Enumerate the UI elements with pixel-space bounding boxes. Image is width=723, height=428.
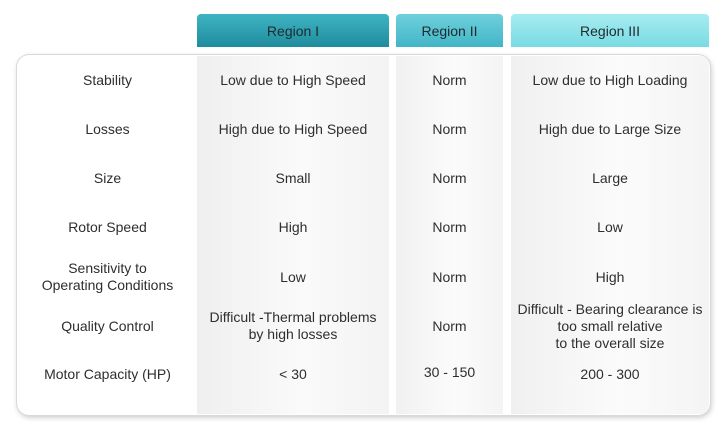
cell-text-line: Quality Control — [61, 317, 154, 334]
cell-text-line: High due to High Speed — [218, 120, 368, 137]
cell-text-line: too small relative — [557, 317, 663, 334]
cell-text-line: Difficult - Bearing clearance is — [517, 300, 703, 317]
row-label: Motor Capacity (HP) — [20, 351, 195, 397]
cell-text-line: Norm — [432, 169, 467, 186]
row-label: Quality Control — [20, 303, 195, 349]
region-2-cell: Norm — [396, 57, 503, 103]
cell-text-line: Norm — [432, 120, 467, 137]
region-2-cell: Norm — [396, 303, 503, 349]
region-1-cell: Low — [197, 254, 389, 300]
cell-text-line: Small — [275, 169, 311, 186]
region-1-column — [197, 56, 389, 414]
cell-text-line: Difficult -Thermal problems — [209, 309, 377, 325]
region-3-cell: Low — [511, 204, 709, 250]
region-3-cell: Difficult - Bearing clearance is too smal… — [511, 300, 709, 351]
cell-text-line: Norm — [432, 317, 467, 334]
region-1-cell: Difficult -Thermal problems by high losse… — [197, 303, 389, 349]
cell-text-line: by high losses — [248, 326, 338, 342]
region-1-cell: High — [197, 204, 389, 250]
cell-text-line: Low — [280, 268, 306, 285]
cell-text-line: Large — [592, 169, 628, 186]
cell-text-line: High — [595, 268, 625, 285]
row-label: Sensitivity to Operating Conditions — [20, 254, 195, 300]
region-3-cell: High — [511, 254, 709, 300]
cell-text-line: to the overall size — [555, 334, 665, 351]
region-3-cell: 200 - 300 — [511, 351, 709, 397]
cell-text-line: High — [278, 218, 308, 235]
cell-text-line: High due to Large Size — [538, 120, 682, 137]
region-2-cell: Norm — [396, 106, 503, 152]
header-region-1: Region I — [197, 14, 389, 47]
cell-text-line: Stability — [82, 71, 133, 88]
cell-text-line: Losses — [85, 120, 130, 137]
header-region-3: Region III — [511, 14, 709, 47]
cell-text-line: Norm — [432, 218, 467, 235]
region-3-column — [511, 56, 709, 414]
region-1-cell: < 30 — [197, 351, 389, 397]
header-region-2: Region II — [396, 14, 503, 47]
region-2-cell: Norm — [396, 254, 503, 300]
cell-text-line: Low due to High Loading — [532, 71, 688, 88]
cell-text-line: Norm — [432, 268, 467, 285]
cell-text-line: Operating Conditions — [41, 277, 174, 293]
region-3-cell: Low due to High Loading — [511, 57, 709, 103]
row-label: Rotor Speed — [20, 204, 195, 250]
region-2-cell: 30 - 150 — [396, 349, 503, 395]
row-label: Size — [20, 155, 195, 201]
region-2-cell: Norm — [396, 155, 503, 201]
region-1-cell: High due to High Speed — [197, 106, 389, 152]
cell-text-line: Low — [597, 218, 623, 235]
cell-text-line: 200 - 300 — [580, 365, 640, 382]
row-label: Stability — [20, 57, 195, 103]
region-3-cell: Large — [511, 155, 709, 201]
region-1-cell: Low due to High Speed — [197, 57, 389, 103]
cell-text-line: 30 - 150 — [423, 363, 476, 380]
region-2-column — [396, 56, 503, 414]
cell-text-line: Rotor Speed — [68, 218, 147, 235]
row-label: Losses — [20, 106, 195, 152]
cell-text-line: Low due to High Speed — [220, 71, 366, 88]
region-2-cell: Norm — [396, 204, 503, 250]
cell-text-line: Sensitivity to — [68, 260, 147, 276]
cell-text-line: < 30 — [279, 365, 307, 382]
region-1-cell: Small — [197, 155, 389, 201]
cell-text-line: Norm — [432, 71, 467, 88]
region-3-cell: High due to Large Size — [511, 106, 709, 152]
cell-text-line: Size — [93, 169, 122, 186]
cell-text-line: Motor Capacity (HP) — [44, 365, 171, 382]
